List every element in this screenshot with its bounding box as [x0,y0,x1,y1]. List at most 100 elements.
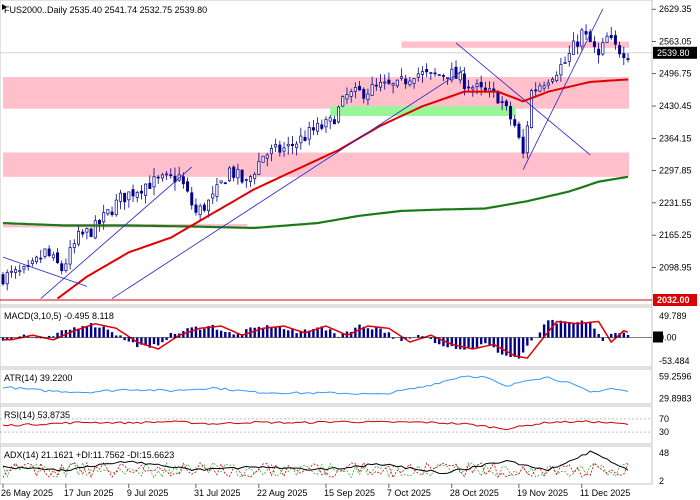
adx-tick-label: 48 [659,448,669,458]
macd-bar [56,332,59,338]
macd-bar [287,330,290,338]
macd-bar [266,325,269,338]
candle-body [118,192,122,202]
candle-body [618,45,622,55]
macd-bar [597,333,600,338]
candles [1,24,630,291]
candle-body [341,96,345,107]
rsi-tick-label: 70 [659,414,669,424]
macd-bar [542,324,546,338]
macd-axis: 49.789 0.00 -53.484 [653,311,690,366]
adx-panel: ADX(14) 21.1621 +DI:11.7562 -DI:15.6623 … [0,445,669,486]
macd-bar [102,326,105,338]
candle-body [576,41,580,47]
candle-body [567,52,571,62]
macd-bar [140,337,143,345]
trendline [111,69,465,299]
candle-body [555,74,559,82]
macd-bar [39,337,42,339]
candle-body [148,182,152,189]
x-tick-label: 11 Dec 2025 [580,488,630,498]
macd-bar [316,327,319,338]
candle-body [307,126,311,140]
price-tick-label: 2563.05 [659,36,692,46]
candle-body [626,58,630,60]
macd-bar [274,326,277,338]
ma-fast-line [56,78,629,300]
candle-body [265,154,269,159]
candle-body [139,190,143,194]
macd-bar [375,327,378,338]
candle-body [93,220,97,239]
candle-body [89,228,93,237]
candle-body [110,211,114,216]
candle-body [517,123,521,138]
candle-body [328,117,332,122]
macd-bar [94,327,97,338]
candle-body [261,155,265,163]
candle-body [223,182,227,185]
candle-body [395,79,399,87]
price-tick-label: 2098.95 [659,262,692,272]
macd-bar [35,337,38,339]
x-axis: 26 May 2025 17 Jun 2025 9 Jul 2025 31 Jul 2… [1,484,630,498]
macd-bar [370,329,374,338]
candle-body [349,91,353,97]
macd-bar [538,332,542,338]
candle-body [290,143,294,147]
macd-bar [312,328,315,338]
candle-body [248,176,252,182]
macd-histogram [1,319,630,359]
x-tick-label: 7 Oct 2025 [387,488,431,498]
candle-body [14,269,18,273]
candle-body [559,64,563,76]
candle-body [202,204,206,211]
macd-bar [152,337,156,345]
ma-slow-line [2,175,629,229]
di-plus-line [2,461,629,479]
macd-bar [551,319,554,338]
macd-bar [513,337,516,357]
price-panel: FUS2000..Daily 2535.40 2541.74 2532.75 2… [0,0,653,306]
macd-bar [521,337,525,353]
candle-body [592,41,596,48]
macd-bar [308,330,311,338]
candle-body [387,79,391,84]
candle-body [441,75,445,77]
candle-body [278,144,282,153]
candle-body [60,263,64,272]
macd-bar [622,332,626,338]
macd-bar [224,331,227,338]
candle-body [462,73,466,90]
atr-title: ATR(14) 39.2200 [4,373,72,383]
support-price-label: 2032.00 [657,295,690,305]
macd-bar [144,337,147,346]
candle-body [613,35,617,45]
candle-body [324,118,328,128]
candle-body [194,204,198,213]
macd-bar [232,334,235,338]
candle-body [429,72,433,74]
macd-bar [52,336,55,338]
macd-bar [572,322,575,338]
candle-body [114,199,118,216]
candle-body [492,88,496,92]
candle-body [383,81,387,84]
macd-bar [106,329,110,338]
candle-body [51,254,55,259]
candle-body [584,31,588,35]
macd-bar [333,333,336,338]
candle-body [236,169,240,179]
price-zones [3,41,629,228]
candle-body [433,72,437,75]
candle-body [605,35,609,43]
candle-body [337,106,341,123]
x-tick-label: 19 Nov 2025 [517,488,568,498]
macd-bar [119,335,122,338]
x-tick-label: 9 Jul 2025 [127,488,169,498]
macd-bar [73,327,76,338]
trendline [522,8,604,170]
candle-body [437,74,441,77]
macd-bar [417,335,420,338]
di-minus-line [2,461,629,479]
